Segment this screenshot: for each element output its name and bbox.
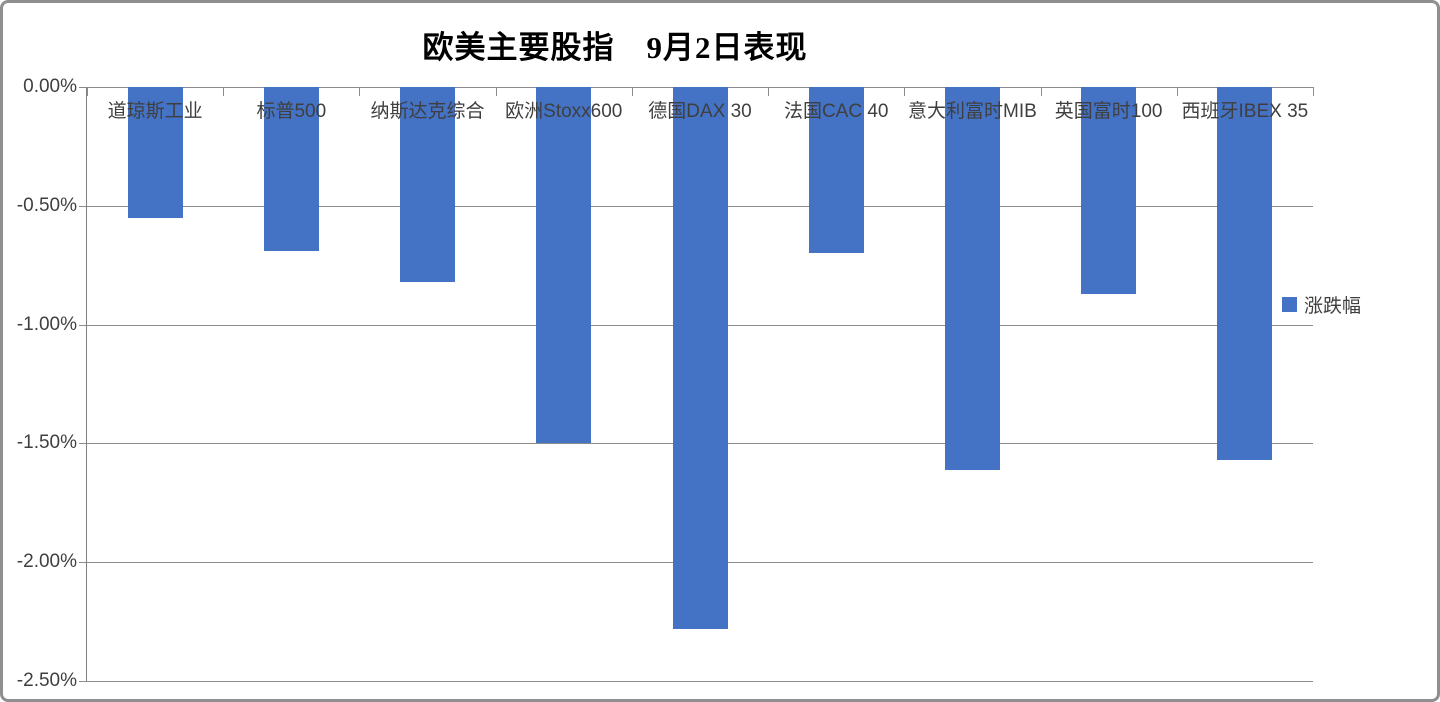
y-tick-label: -2.00% (16, 551, 77, 573)
y-tick-label: 0.00% (23, 76, 77, 97)
y-axis-tick (79, 87, 87, 88)
y-tick-label: -1.50% (16, 432, 77, 454)
category-label: 英国富时100 (1054, 101, 1163, 122)
category-boundary-tick (1040, 87, 1042, 96)
bar-8 (1081, 87, 1137, 294)
category-label: 法国CAC 40 (783, 101, 889, 122)
y-axis-line (86, 87, 87, 681)
bar-3 (400, 87, 456, 282)
bar-4 (536, 87, 592, 444)
bar-5 (672, 87, 728, 629)
category-boundary-tick (223, 87, 225, 96)
category-boundary-tick (1176, 87, 1178, 96)
category-label: 西班牙IBEX 35 (1181, 101, 1309, 122)
legend-label: 涨跌幅 (1304, 296, 1362, 317)
bar-2 (263, 87, 319, 251)
chart-title: 欧美主要股指 9月2日表现 (422, 30, 808, 65)
y-axis-tick (79, 681, 87, 682)
category-boundary-tick (631, 87, 633, 96)
y-tick-label: -0.50% (16, 194, 77, 216)
category-boundary-tick (768, 87, 770, 96)
category-label: 纳斯达克综合 (370, 101, 485, 122)
y-tick-label: -1.00% (16, 313, 77, 335)
category-label: 道琼斯工业 (107, 101, 203, 122)
y-axis-tick (79, 205, 87, 207)
bar-6 (808, 87, 864, 254)
category-label: 德国DAX 30 (648, 101, 752, 122)
category-boundary-tick (495, 87, 497, 96)
y-axis-tick (79, 324, 87, 326)
legend: 涨跌幅 (1282, 291, 1361, 318)
category-boundary-tick (87, 87, 88, 96)
category-label: 欧洲Stoxx600 (505, 101, 623, 122)
bar-9 (1217, 87, 1273, 461)
legend-swatch-icon (1282, 297, 1297, 312)
category-label: 标普500 (256, 101, 327, 122)
y-tick-label: -2.50% (16, 670, 77, 691)
category-boundary-tick (359, 87, 361, 96)
bar-1 (127, 87, 183, 218)
category-boundary-tick (1313, 87, 1314, 96)
category-boundary-tick (904, 87, 906, 96)
y-axis-tick (79, 562, 87, 564)
bar-7 (944, 87, 1000, 470)
y-axis-tick (79, 443, 87, 445)
category-label: 意大利富时MIB (908, 101, 1037, 122)
gridline (87, 681, 1313, 682)
